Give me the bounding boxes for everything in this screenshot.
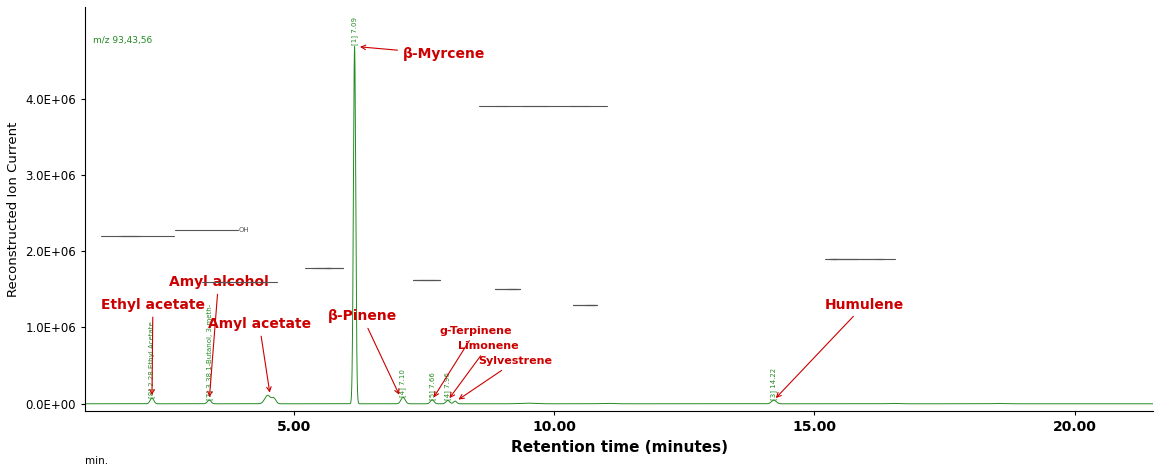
Text: [4] 7.10: [4] 7.10: [400, 369, 406, 397]
Y-axis label: Reconstructed Ion Current: Reconstructed Ion Current: [7, 122, 20, 297]
Text: m/z 93,43,56: m/z 93,43,56: [93, 36, 152, 45]
Text: [8] 2.28 Ethyl Acetate: [8] 2.28 Ethyl Acetate: [148, 321, 155, 398]
Text: Sylvestrene: Sylvestrene: [459, 356, 552, 399]
Text: [4] 7.96: [4] 7.96: [444, 373, 451, 400]
Text: [7] 3.38 1-Butanol, 3-meth-: [7] 3.38 1-Butanol, 3-meth-: [205, 304, 212, 400]
Text: [1] 7.09: [1] 7.09: [351, 17, 358, 45]
Text: [5] 7.66: [5] 7.66: [429, 372, 435, 400]
X-axis label: Retention time (minutes): Retention time (minutes): [510, 440, 727, 455]
Text: Amyl alcohol: Amyl alcohol: [168, 275, 268, 396]
Text: min.: min.: [86, 456, 108, 466]
Text: [3] 14.22: [3] 14.22: [770, 368, 777, 400]
Text: Limonene: Limonene: [450, 341, 519, 397]
Text: β-Myrcene: β-Myrcene: [361, 45, 485, 61]
Text: g-Terpinene: g-Terpinene: [434, 326, 512, 396]
Text: Ethyl acetate: Ethyl acetate: [101, 298, 205, 394]
Text: Humulene: Humulene: [777, 298, 904, 397]
Text: OH: OH: [239, 227, 249, 233]
Text: β-Pinene: β-Pinene: [327, 309, 399, 394]
Text: Amyl acetate: Amyl acetate: [208, 317, 311, 391]
